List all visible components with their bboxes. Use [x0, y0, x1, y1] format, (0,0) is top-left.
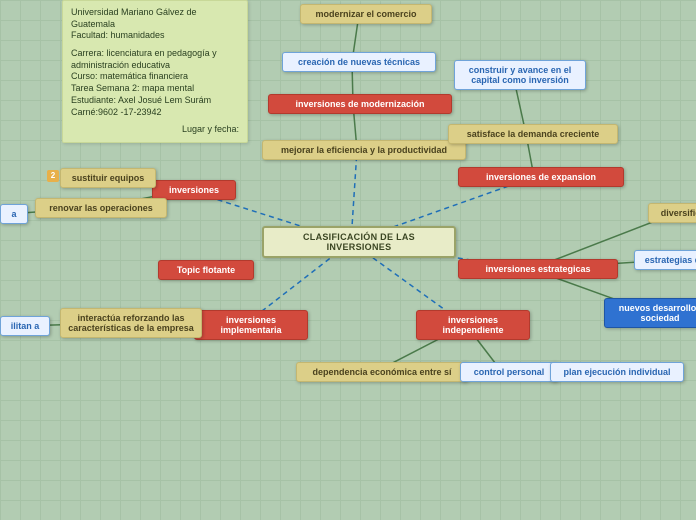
node-inv_expansion[interactable]: inversiones de expansion — [458, 167, 624, 187]
node-nuevos_desarrollos[interactable]: nuevos desarrollos sociedad — [604, 298, 696, 328]
node-edge_a[interactable]: a — [0, 204, 28, 224]
node-renovar[interactable]: renovar las operaciones — [35, 198, 167, 218]
node-dependencia[interactable]: dependencia económica entre sí — [296, 362, 468, 382]
node-construir[interactable]: construir y avance en el capital como in… — [454, 60, 586, 90]
node-sustituir[interactable]: sustituir equipos — [60, 168, 156, 188]
node-inv_implementaria[interactable]: inversiones implementaria — [194, 310, 308, 340]
node-estrategias[interactable]: estrategias de — [634, 250, 696, 270]
node-center[interactable]: CLASIFICACIÓN DE LAS INVERSIONES — [262, 226, 456, 258]
node-topic_flotante[interactable]: Topic flotante — [158, 260, 254, 280]
badge-count: 2 — [47, 170, 59, 182]
node-inv_independiente[interactable]: inversiones independiente — [416, 310, 530, 340]
node-inversiones[interactable]: inversiones — [152, 180, 236, 200]
node-nuevas_tecnicas[interactable]: creación de nuevas técnicas — [282, 52, 436, 72]
node-modernizar[interactable]: modernizar el comercio — [300, 4, 432, 24]
node-mejorar[interactable]: mejorar la eficiencia y la productividad — [262, 140, 466, 160]
node-satisface[interactable]: satisface la demanda creciente — [448, 124, 618, 144]
node-inv_estrategicas[interactable]: inversiones estrategicas — [458, 259, 618, 279]
node-militan[interactable]: ilitan a — [0, 316, 50, 336]
node-plan[interactable]: plan ejecución individual — [550, 362, 684, 382]
node-control[interactable]: control personal — [460, 362, 558, 382]
node-inv_modernizacion[interactable]: inversiones de modernización — [268, 94, 452, 114]
node-diversifica[interactable]: diversifica — [648, 203, 696, 223]
node-interactua[interactable]: interactúa reforzando las característica… — [60, 308, 202, 338]
